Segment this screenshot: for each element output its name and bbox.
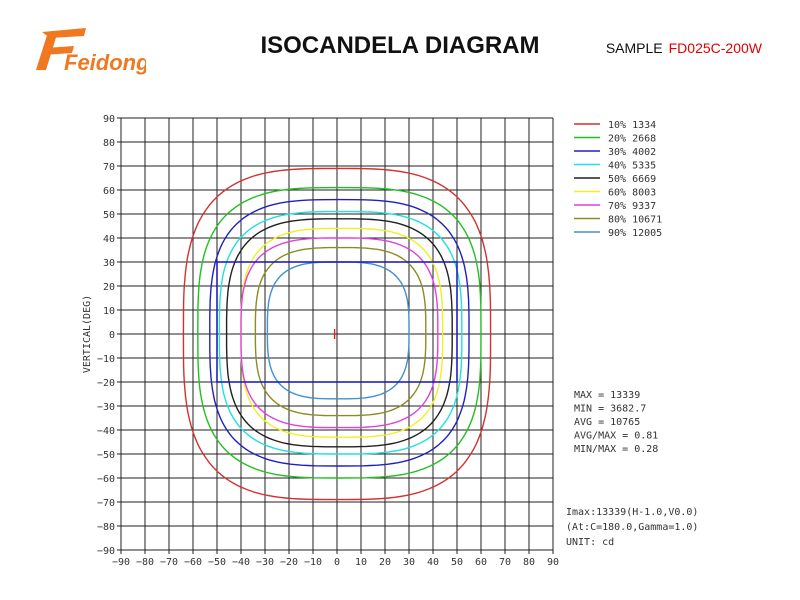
- x-tick-label: 30: [403, 557, 415, 568]
- y-tick-label: −90: [97, 546, 115, 557]
- stat-line: AVG/MAX = 0.81: [574, 431, 658, 442]
- page-title: ISOCANDELA DIAGRAM: [260, 32, 540, 59]
- x-tick-label: −50: [208, 557, 226, 568]
- y-tick-label: −80: [97, 522, 115, 533]
- isocandela-contour-8: [254, 246, 427, 417]
- x-tick-label: 60: [475, 557, 487, 568]
- x-tick-label: −40: [232, 557, 250, 568]
- isocandela-contour-9: [266, 261, 410, 400]
- imax-info-line: (At:C=180.0,Gamma=1.0): [566, 522, 698, 533]
- sample-info: SAMPLE FD025C-200W: [606, 40, 762, 56]
- y-tick-label: 60: [103, 186, 115, 197]
- isocandela-contour-5: [225, 218, 453, 448]
- legend-entry: 30% 4002: [608, 147, 656, 158]
- x-tick-label: 50: [451, 557, 463, 568]
- sample-model: FD025C-200W: [668, 40, 762, 56]
- y-tick-label: 50: [103, 210, 115, 221]
- y-tick-label: 70: [103, 162, 115, 173]
- isocandela-contour-1: [182, 167, 492, 501]
- chart-stats: MAX = 13339 MIN = 3682.7 AVG = 10765 AVG/MA…: [566, 390, 698, 548]
- y-tick-label: 20: [103, 282, 115, 293]
- y-tick-label: −70: [97, 498, 115, 509]
- x-tick-label: 10: [355, 557, 367, 568]
- x-tick-label: −30: [256, 557, 274, 568]
- y-tick-label: 90: [103, 114, 115, 125]
- y-tick-label: −50: [97, 450, 115, 461]
- x-tick-label: −70: [160, 557, 178, 568]
- chart-curves: [182, 167, 492, 501]
- legend-entry: 20% 2668: [608, 134, 656, 145]
- stat-line: MAX = 13339: [574, 390, 640, 401]
- brand-name: Feidong: [64, 50, 146, 75]
- legend-entry: 10% 1334: [608, 120, 656, 131]
- x-tick-label: 70: [499, 557, 511, 568]
- y-tick-label: 30: [103, 258, 115, 269]
- y-tick-label: −40: [97, 426, 115, 437]
- sample-label: SAMPLE: [605, 40, 663, 56]
- x-tick-label: −80: [136, 557, 154, 568]
- feidong-logo: Feidong: [36, 28, 146, 75]
- x-tick-label: 40: [427, 557, 439, 568]
- isocandela-contour-2: [197, 186, 482, 479]
- x-tick-label: 80: [523, 557, 535, 568]
- chart-legend: 10% 1334 20% 2668 30% 4002 40% 5335 50% 6669…: [574, 120, 662, 239]
- isocandela-contour-4: [218, 210, 463, 455]
- stat-line: AVG = 10765: [574, 417, 640, 428]
- imax-info-line: Imax:13339(H-1.0,V0.0): [566, 507, 698, 518]
- y-tick-label: 10: [103, 306, 115, 317]
- legend-entry: 90% 12005: [608, 228, 662, 239]
- legend-entry: 40% 5335: [608, 161, 656, 172]
- legend-entry: 80% 10671: [608, 215, 662, 226]
- x-tick-label: −60: [184, 557, 202, 568]
- y-tick-label: 40: [103, 234, 115, 245]
- target-area-rect: [216, 261, 458, 383]
- isocandela-contour-3: [209, 198, 470, 467]
- chart-ticks: 90 80 70 60 50 40 30 20 10 0 −10 −20 −30 −40 −50 −60 −70…: [97, 114, 559, 568]
- x-tick-label: 0: [334, 557, 340, 568]
- x-tick-label: −10: [304, 557, 322, 568]
- stat-line: MIN = 3682.7: [574, 404, 646, 415]
- x-tick-label: 90: [547, 557, 559, 568]
- legend-entry: 60% 8003: [608, 188, 656, 199]
- y-axis-label: VERTICAL(DEG): [82, 295, 93, 373]
- y-tick-label: −60: [97, 474, 115, 485]
- isocandela-contour-7: [240, 237, 439, 429]
- x-tick-label: 20: [379, 557, 391, 568]
- y-tick-label: −30: [97, 402, 115, 413]
- y-tick-label: 80: [103, 138, 115, 149]
- y-tick-label: −10: [97, 354, 115, 365]
- imax-info-line: UNIT: cd: [566, 537, 614, 548]
- legend-entry: 70% 9337: [608, 201, 656, 212]
- y-tick-label: −20: [97, 378, 115, 389]
- legend-entry: 50% 6669: [608, 174, 656, 185]
- y-tick-label: 0: [109, 330, 115, 341]
- x-tick-label: −20: [280, 557, 298, 568]
- stat-line: MIN/MAX = 0.28: [574, 444, 658, 455]
- x-tick-label: −90: [112, 557, 130, 568]
